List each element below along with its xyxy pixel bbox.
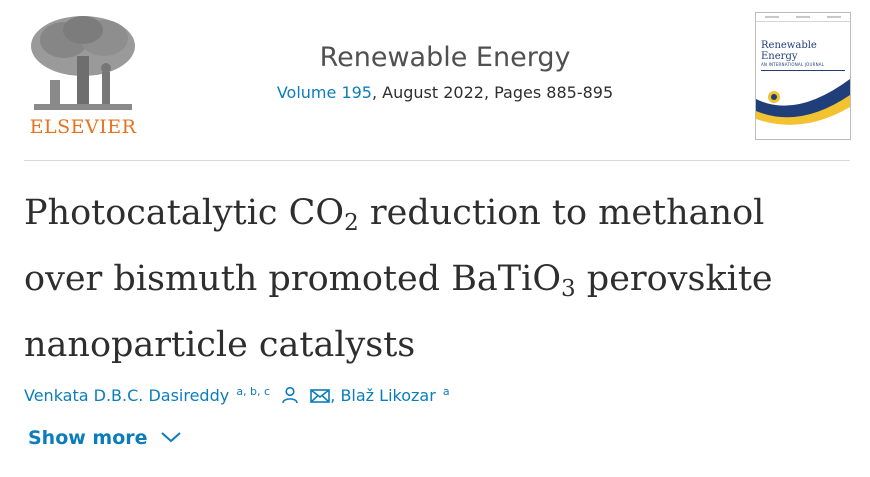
author-affiliations[interactable]: a bbox=[442, 385, 450, 398]
email-icon[interactable] bbox=[310, 387, 331, 411]
chevron-down-icon bbox=[160, 427, 182, 449]
issue-details: , August 2022, Pages 885-895 bbox=[371, 83, 614, 102]
author-link[interactable]: Blaž Likozar bbox=[340, 386, 436, 405]
cover-subtitle: AN INTERNATIONAL JOURNAL bbox=[761, 62, 825, 67]
cover-rule bbox=[761, 70, 845, 71]
show-more-button[interactable]: Show more bbox=[28, 427, 182, 449]
cover-title: Renewable Energy bbox=[761, 40, 817, 62]
cover-header-bar bbox=[756, 13, 850, 22]
person-icon[interactable] bbox=[281, 386, 299, 411]
show-more-label: Show more bbox=[28, 427, 148, 449]
author-list: Venkata D.B.C. Dasireddy a, b, c , Blaž … bbox=[24, 380, 450, 411]
publisher-logo[interactable]: ELSEVIER bbox=[24, 12, 142, 140]
volume-link[interactable]: Volume 195 bbox=[276, 83, 372, 102]
cover-art-icon bbox=[756, 79, 850, 139]
article-title: Photocatalytic CO2 reduction to methanol… bbox=[24, 193, 773, 365]
journal-header: Renewable Energy Volume 195, August 2022… bbox=[230, 40, 660, 106]
issue-info: Volume 195, August 2022, Pages 885-895 bbox=[230, 80, 660, 106]
journal-cover[interactable]: Renewable Energy AN INTERNATIONAL JOURNA… bbox=[755, 12, 851, 140]
author-separator: , bbox=[330, 386, 336, 405]
header-divider bbox=[24, 160, 850, 161]
author-link[interactable]: Venkata D.B.C. Dasireddy bbox=[24, 386, 230, 405]
journal-title[interactable]: Renewable Energy bbox=[319, 42, 571, 73]
tree-logo-icon bbox=[31, 16, 135, 110]
publisher-name: ELSEVIER bbox=[29, 116, 137, 138]
author-affiliations[interactable]: a, b, c bbox=[236, 385, 271, 398]
